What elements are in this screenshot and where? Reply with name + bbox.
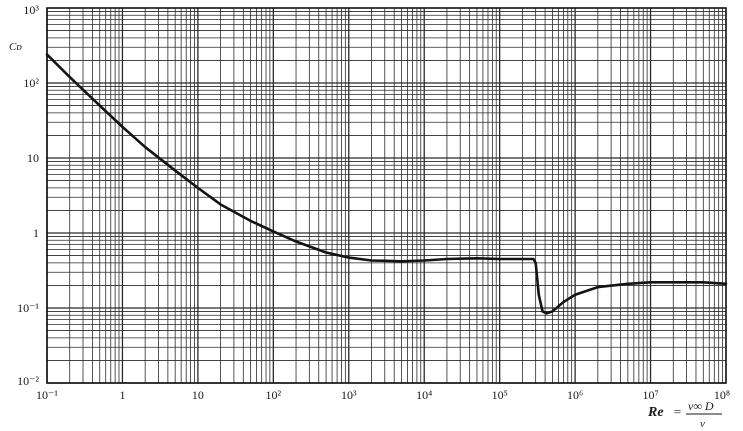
plot-border: [46, 7, 727, 384]
grid: [46, 8, 726, 384]
x-axis-label-equals: =: [673, 404, 682, 419]
x-axis-label: Re = v∞ D ν: [647, 399, 722, 430]
y-tick-labels: 10⁻² 10⁻¹ 1 10 10² 10³: [17, 3, 39, 388]
x-axis-label-denominator: ν: [700, 418, 705, 430]
y-tick-label: 10⁻²: [17, 374, 39, 388]
x-tick-label: 10²: [266, 388, 282, 402]
x-tick-label: 10⁵: [492, 388, 508, 402]
x-tick-label: 10⁷: [642, 388, 658, 402]
x-tick-label: 10: [192, 388, 204, 402]
drag-curve: [45, 53, 728, 315]
y-tick-label: 10²: [23, 76, 39, 90]
x-tick-label: 10⁻¹: [36, 388, 58, 402]
y-tick-label: 10³: [23, 3, 39, 17]
y-tick-label: 1: [33, 226, 39, 240]
x-axis-label-numerator: v∞ D: [688, 399, 714, 413]
plot-frame: [46, 7, 727, 384]
y-tick-label: 10⁻¹: [17, 301, 39, 315]
x-tick-label: 10⁴: [416, 388, 432, 402]
x-tick-label: 1: [119, 388, 125, 402]
x-tick-label: 10⁸: [714, 388, 730, 402]
x-tick-label: 10³: [341, 388, 357, 402]
curve-layer: [45, 53, 728, 315]
x-tick-labels: 10⁻¹ 1 10 10² 10³ 10⁴ 10⁵ 10⁶ 10⁷ 10⁸: [36, 388, 730, 402]
x-tick-label: 10⁶: [567, 388, 583, 402]
y-tick-label: 10: [27, 151, 39, 165]
x-axis-label-lhs: Re: [647, 405, 664, 420]
y-axis-label: Cᴅ: [9, 41, 22, 53]
